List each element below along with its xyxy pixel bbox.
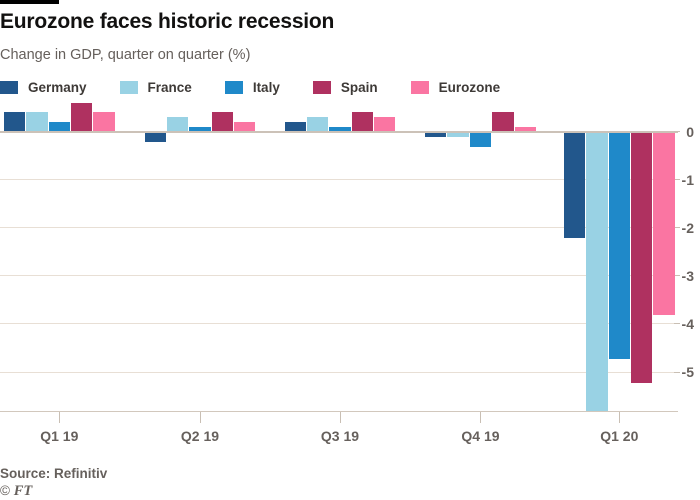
chart-subtitle: Change in GDP, quarter on quarter (%) — [0, 47, 251, 63]
legend-item-eurozone: Eurozone — [410, 80, 501, 95]
bar-q1-20-eurozone — [653, 132, 675, 316]
bar-q3-19-germany — [284, 121, 306, 132]
legend-swatch-spain — [312, 81, 331, 94]
x-axis-label-q1-20: Q1 20 — [600, 428, 639, 444]
x-axis-tick-q1-19 — [58, 412, 60, 423]
legend: Germany France Italy Spain Eurozone — [0, 80, 500, 95]
gridline-0 — [0, 130, 678, 133]
legend-label-germany: Germany — [28, 80, 87, 95]
y-axis-label--2: -2 — [681, 219, 694, 236]
y-axis-label--3: -3 — [681, 267, 694, 284]
bar-q3-19-italy — [329, 126, 351, 132]
bar-q4-19-italy — [469, 132, 492, 147]
y-axis-tick--2 — [674, 227, 680, 229]
bar-q1-19-italy — [48, 121, 70, 132]
y-axis-label--4: -4 — [681, 315, 694, 332]
bar-q2-19-france — [166, 117, 189, 132]
y-axis-label--1: -1 — [681, 171, 694, 188]
y-axis-tick--4 — [674, 323, 680, 325]
bar-q2-19-italy — [189, 126, 211, 132]
bar-q1-20-italy — [608, 132, 630, 359]
y-axis-tick--5 — [674, 371, 680, 373]
legend-item-germany: Germany — [0, 80, 87, 95]
gridline--2 — [0, 227, 678, 229]
copyright-symbol: © — [0, 483, 10, 498]
bar-q4-19-france — [447, 132, 469, 138]
x-axis-line — [0, 410, 678, 412]
plot-area: 0 -1 -2 -3 -4 -5 Q1 19 Q2 19 Q3 19 Q4 19 Q1 20 — [0, 97, 694, 444]
bar-q2-19-eurozone — [234, 121, 256, 132]
x-axis-label-q4-19: Q4 19 — [461, 428, 500, 444]
bar-q4-19-spain — [492, 112, 514, 132]
y-axis-tick--1 — [674, 179, 680, 181]
legend-label-eurozone: Eurozone — [438, 80, 501, 95]
legend-item-france: France — [119, 80, 192, 95]
bar-q3-19-eurozone — [374, 117, 396, 132]
bar-q1-19-spain — [71, 102, 93, 132]
ft-logo-text: FT — [13, 483, 33, 499]
legend-label-france: France — [147, 80, 192, 95]
y-axis-label--5: -5 — [681, 364, 694, 380]
legend-swatch-italy — [224, 81, 243, 94]
legend-label-italy: Italy — [252, 80, 280, 95]
gridline--4 — [0, 323, 678, 325]
bar-q1-20-france — [586, 132, 608, 412]
x-axis-tick-q4-19 — [480, 412, 481, 423]
legend-item-spain: Spain — [312, 80, 378, 95]
bar-q1-19-germany — [3, 112, 26, 132]
y-axis-tick--3 — [674, 275, 680, 277]
bar-q3-19-spain — [351, 112, 374, 132]
x-axis-label-q2-19: Q2 19 — [180, 428, 220, 444]
source-note: Source: Refinitiv — [0, 466, 108, 481]
y-axis-label-0: 0 — [686, 123, 694, 140]
ft-credit: © FT — [0, 483, 32, 500]
bar-q2-19-spain — [211, 112, 234, 132]
bar-q1-19-eurozone — [93, 112, 115, 132]
bar-q3-19-france — [306, 117, 329, 132]
bar-q4-19-eurozone — [514, 126, 536, 132]
x-axis-label-q1-19: Q1 19 — [40, 428, 79, 444]
legend-swatch-germany — [0, 81, 18, 94]
gridline--1 — [0, 179, 678, 181]
legend-swatch-france — [119, 81, 138, 94]
bar-q1-20-spain — [631, 132, 653, 383]
bar-q1-20-germany — [563, 132, 586, 239]
gridline--3 — [0, 275, 678, 277]
x-axis-tick-q3-19 — [339, 412, 341, 423]
x-axis-tick-q1-20 — [618, 412, 620, 423]
x-axis-tick-q2-19 — [199, 412, 201, 423]
y-axis-tick-0 — [674, 131, 680, 132]
bar-q4-19-germany — [425, 132, 447, 138]
gridline--5 — [0, 371, 678, 373]
bar-q1-19-france — [26, 112, 48, 132]
ft-black-tag — [0, 0, 59, 4]
x-axis-label-q3-19: Q3 19 — [320, 428, 360, 444]
legend-swatch-eurozone — [410, 81, 429, 94]
chart-title: Eurozone faces historic recession — [0, 10, 335, 33]
legend-item-italy: Italy — [224, 80, 280, 95]
bar-q2-19-germany — [144, 132, 166, 143]
legend-label-spain: Spain — [340, 80, 378, 95]
